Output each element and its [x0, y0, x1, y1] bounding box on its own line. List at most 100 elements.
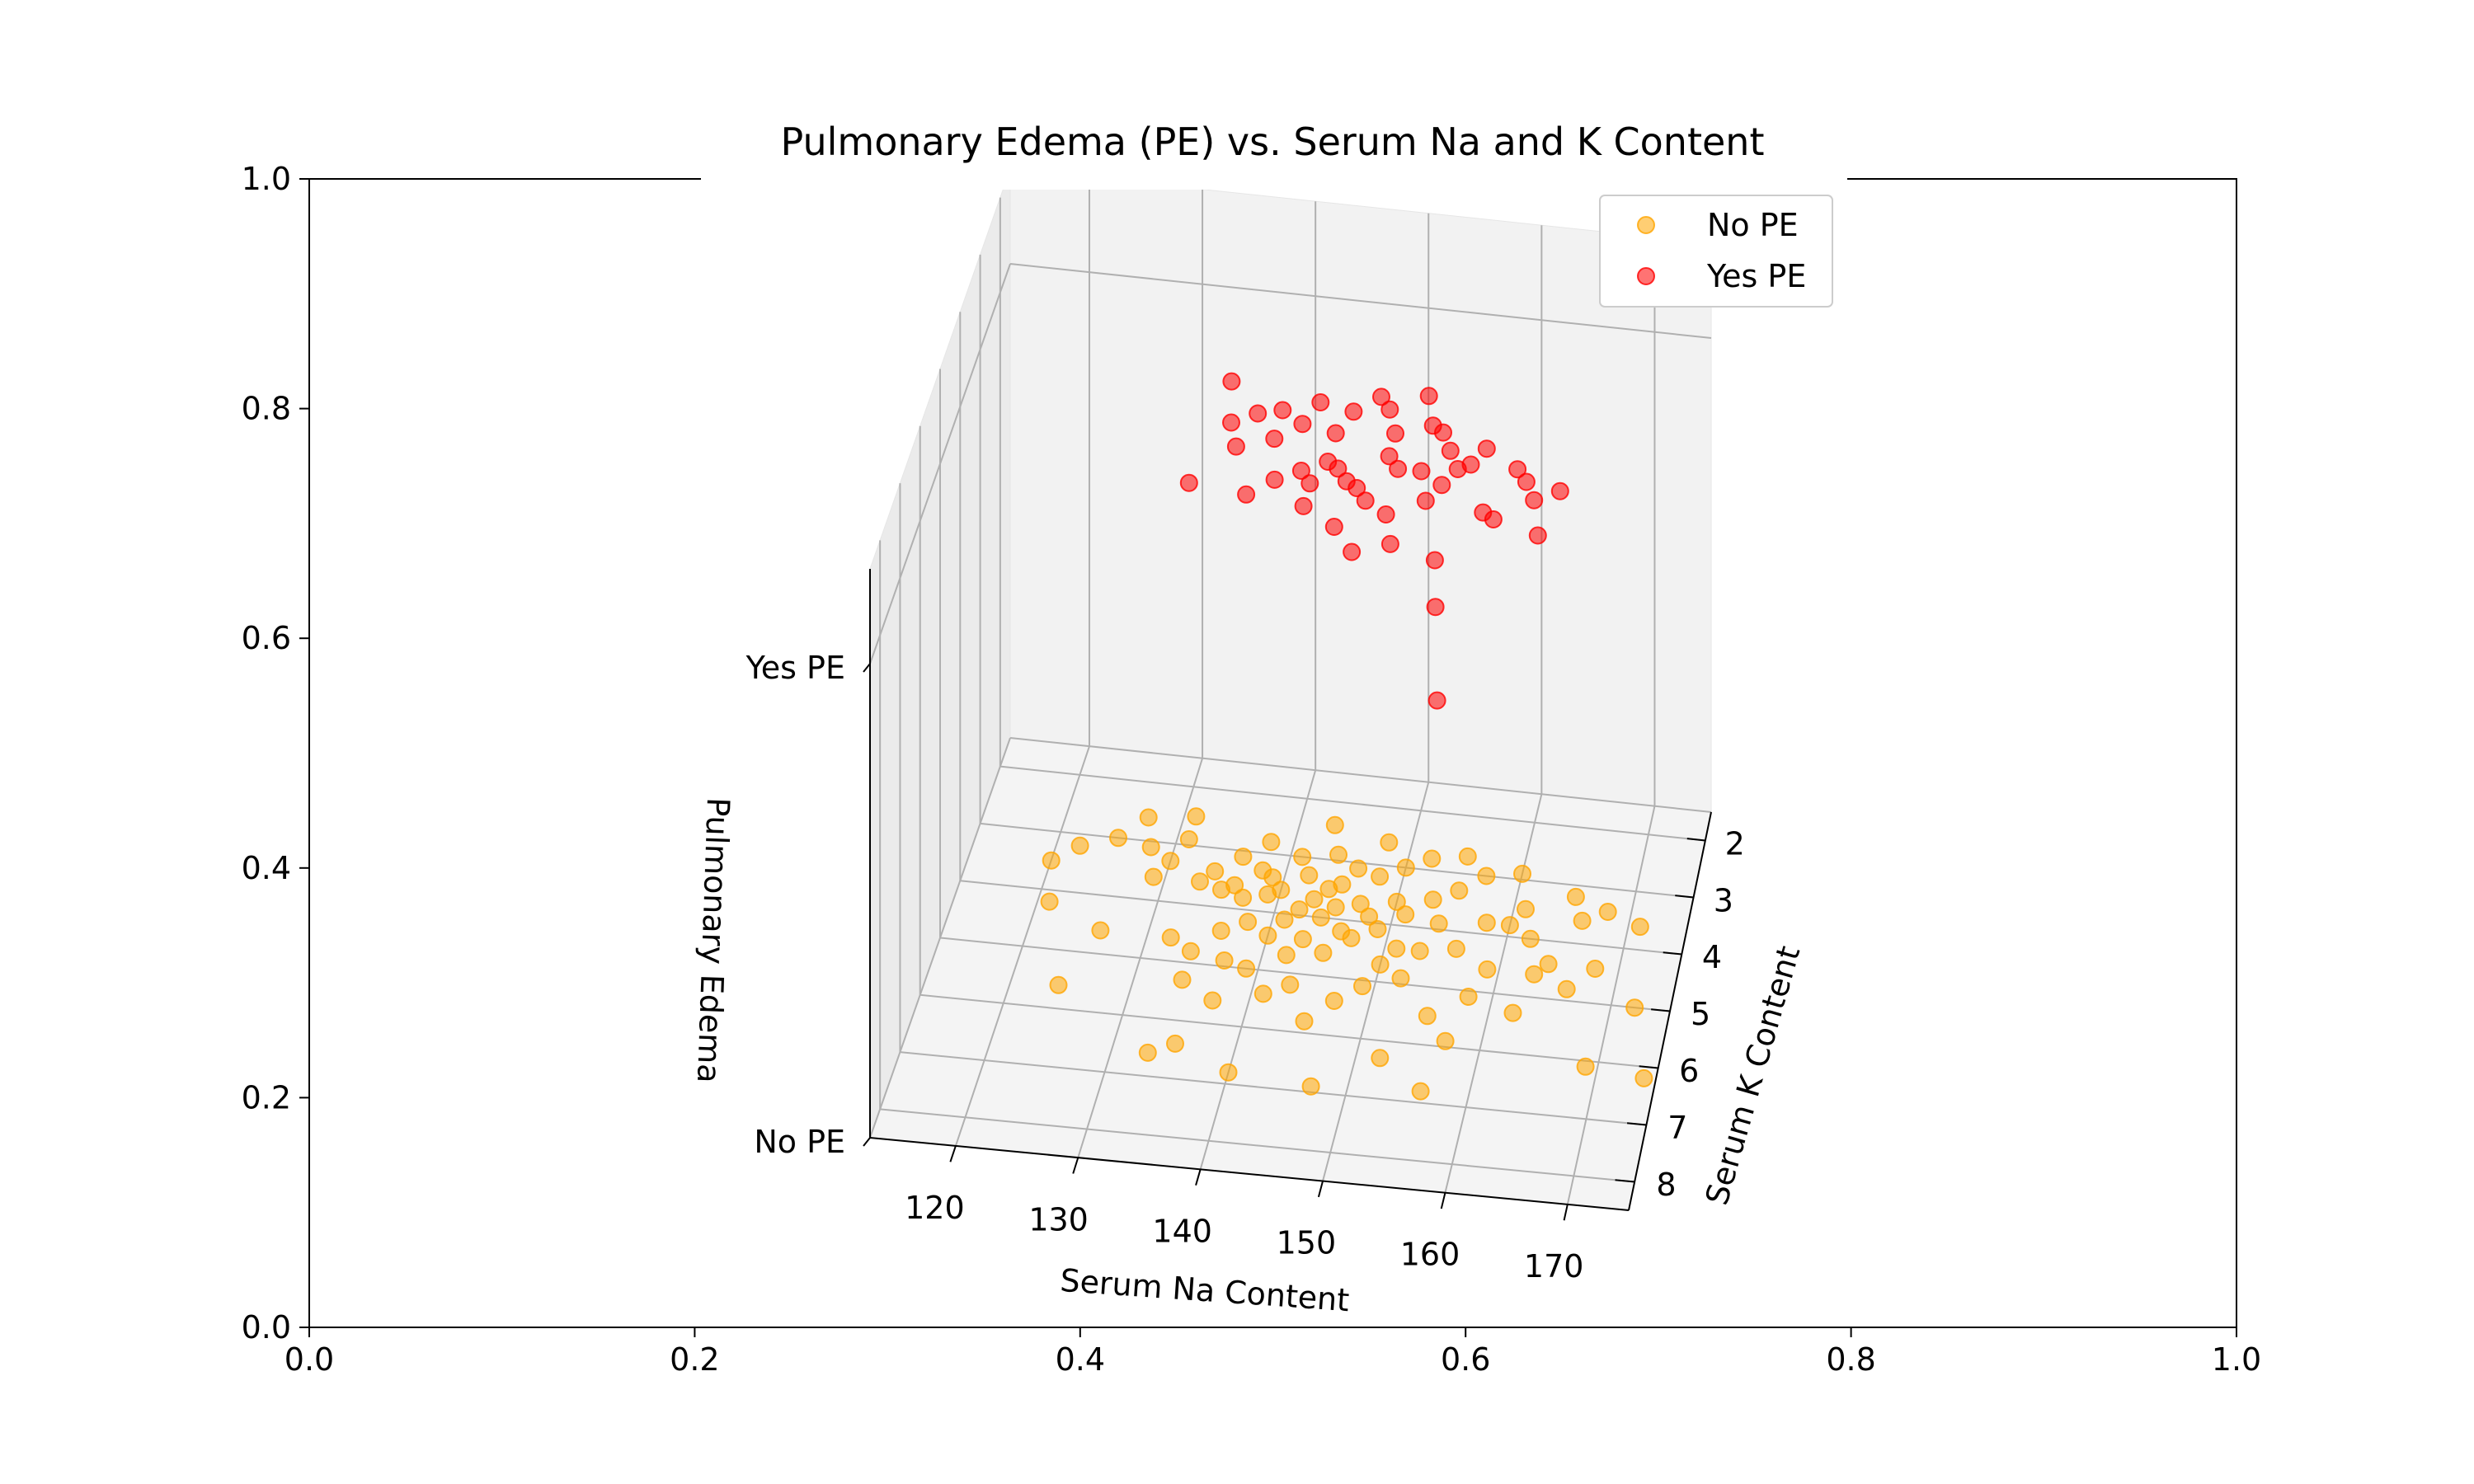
scatter-point [1324, 518, 1343, 536]
outer-y-ticks: 0.0 0.2 0.4 0.6 0.8 1.0 [242, 161, 309, 1345]
scatter-point [1441, 441, 1460, 460]
outer-y-tick-label: 0.4 [242, 850, 291, 886]
scatter-point [1380, 447, 1399, 466]
grid-line-z-back [1009, 263, 1712, 339]
x-tick [1195, 1169, 1202, 1186]
scatter-point [1275, 910, 1294, 929]
scatter-point [1418, 1007, 1437, 1026]
scatter-point [1265, 430, 1284, 448]
outer-y-tick-label: 0.8 [242, 391, 291, 427]
scatter-point [1300, 866, 1319, 885]
outer-x-tick-label: 0.2 [670, 1341, 719, 1378]
scatter-point [1484, 510, 1503, 528]
grid-line-z-left [869, 737, 1011, 1139]
scatter-point [1219, 1063, 1238, 1082]
scatter-point [1573, 911, 1592, 930]
scatter-point [1539, 955, 1558, 974]
scatter-point [1450, 881, 1469, 900]
scatter-point [1293, 848, 1312, 866]
scatter-point [1222, 413, 1240, 432]
scatter-point [1410, 942, 1429, 960]
scatter-point [1630, 918, 1649, 937]
scatter-point [1396, 858, 1415, 877]
scatter-point [1448, 460, 1467, 478]
scatter-point [1349, 859, 1368, 878]
outer-y-tick-label: 0.6 [242, 620, 291, 656]
scatter-point [1356, 491, 1375, 510]
scatter-point [1222, 372, 1241, 391]
scatter-point [1380, 400, 1399, 419]
scatter-point [1249, 404, 1268, 423]
scatter-point [1508, 460, 1527, 479]
scatter-point [1576, 1057, 1595, 1076]
y-tick-label: 7 [1667, 1110, 1687, 1146]
scatter-point [1342, 928, 1361, 947]
scatter-point [1293, 930, 1312, 949]
scatter-point [1566, 887, 1585, 906]
x-tick-label: 140 [1152, 1213, 1212, 1249]
scatter-point [1380, 833, 1399, 852]
scatter-point [1258, 926, 1277, 945]
x-tick [1563, 1204, 1569, 1221]
grid-line-z-back [1009, 737, 1712, 813]
scatter-point [1368, 920, 1387, 938]
pane-floor [869, 737, 1712, 1211]
scatter-point [1326, 424, 1345, 443]
scatter-point [1211, 922, 1230, 940]
scatter-point [1376, 505, 1395, 524]
scatter-point [1258, 885, 1277, 904]
scatter-point [1503, 1003, 1522, 1022]
scatter-point [1226, 437, 1245, 456]
scatter-point [1295, 1012, 1314, 1031]
scatter-point [1416, 491, 1435, 510]
scatter-point [1423, 849, 1442, 868]
scatter-point [1517, 899, 1535, 918]
legend-label-no-pe: No PE [1707, 207, 1799, 243]
scatter-point [1360, 907, 1379, 926]
y-ticks: 2 3 4 5 6 7 8 [1615, 825, 1745, 1203]
scatter-point [1372, 387, 1390, 406]
scatter-point [1427, 691, 1446, 710]
x-tick [1072, 1157, 1079, 1174]
scatter-point [1109, 829, 1127, 848]
scatter-point [1429, 914, 1448, 933]
y-tick-label: 5 [1691, 996, 1710, 1032]
scatter-point [1040, 892, 1059, 911]
scatter-point [1144, 867, 1163, 886]
scatter-point [1281, 975, 1300, 994]
scatter-point [1598, 903, 1617, 921]
y-tick [1651, 1008, 1671, 1012]
x-tick [949, 1145, 957, 1162]
legend-label-yes-pe: Yes PE [1706, 258, 1806, 294]
scatter-point [1187, 807, 1206, 826]
scatter-point [1477, 439, 1496, 458]
x-tick-label: 120 [905, 1190, 965, 1226]
scatter-point [1139, 808, 1158, 827]
chart-title: Pulmonary Edema (PE) vs. Serum Na and K … [781, 120, 1765, 164]
scatter-point [1343, 542, 1362, 561]
outer-x-tick-label: 0.8 [1826, 1341, 1875, 1378]
scatter-point [1203, 991, 1222, 1010]
scatter-points [1040, 372, 1653, 1101]
scatter-point [1329, 845, 1348, 864]
scatter-point [1091, 921, 1110, 940]
scatter-point [1161, 928, 1180, 947]
scatter-point [1324, 992, 1343, 1010]
scatter-point [1478, 960, 1497, 979]
legend-box [1599, 195, 1833, 308]
scatter-point [1215, 951, 1234, 970]
scatter-point [1391, 969, 1410, 988]
scatter-point [1337, 472, 1356, 491]
legend: No PE Yes PE [1599, 195, 1833, 308]
outer-axes: 0.0 0.2 0.4 0.6 0.8 1.0 0.0 0.2 0.4 0.6 0.8 1.0 [242, 161, 2262, 1378]
y-tick [1639, 1065, 1658, 1069]
scatter-point [1291, 462, 1310, 480]
scatter-point [1141, 838, 1160, 857]
scatter-point [1557, 979, 1576, 998]
outer-x-tick-label: 1.0 [2212, 1341, 2261, 1378]
legend-marker-no-pe [1637, 216, 1655, 234]
scatter-point [1436, 1031, 1455, 1050]
scatter-point [1237, 485, 1256, 504]
grid-line-z-left [869, 263, 1011, 665]
